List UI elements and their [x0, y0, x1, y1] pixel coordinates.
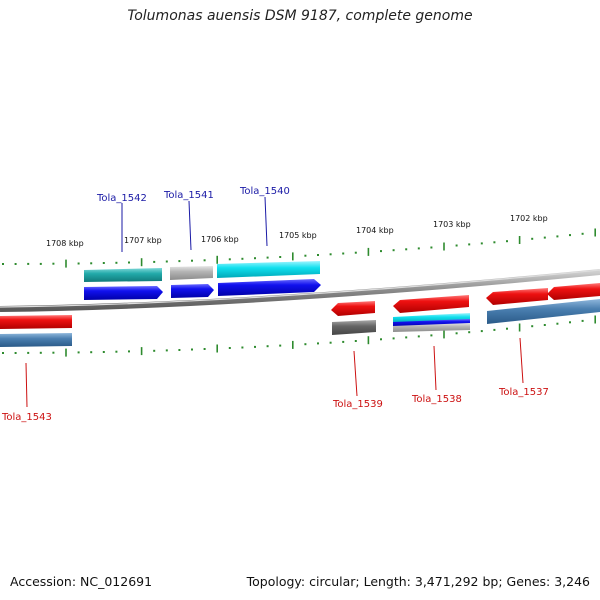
- gene-feature-tola-1543-product[interactable]: [0, 333, 72, 347]
- gene-label-tola-1541[interactable]: Tola_1541: [163, 190, 214, 201]
- scale-label: 1702 kbp: [510, 214, 548, 223]
- gene-feature-tola-1539-product[interactable]: [332, 320, 376, 335]
- gene-arrow-tola-1540[interactable]: [218, 279, 321, 296]
- gene-arrow-tola-1539[interactable]: [331, 301, 375, 316]
- gene-feature-tola-1538-blue[interactable]: [393, 319, 470, 327]
- gene-arrow-tola-1543[interactable]: [0, 315, 72, 329]
- gene-feature-tola-1541-product[interactable]: [170, 266, 213, 280]
- gene-arrow-tola-1538[interactable]: [393, 295, 469, 313]
- scale-ticks-upper: [2, 228, 597, 268]
- scale-label: 1708 kbp: [46, 239, 84, 248]
- accession-text: Accession: NC_012691: [10, 574, 153, 589]
- gene-arrow-tola-1541[interactable]: [171, 284, 214, 298]
- gene-label-tola-1542[interactable]: Tola_1542: [96, 193, 147, 204]
- genome-title: Tolumonas auensis DSM 9187, complete gen…: [127, 8, 473, 24]
- scale-label: 1704 kbp: [356, 226, 394, 235]
- gene-arrow-next[interactable]: [547, 283, 600, 300]
- gene-arrow-tola-1542[interactable]: [84, 286, 163, 300]
- leader-line-tola-1537: [519, 337, 524, 384]
- scale-label: 1707 kbp: [124, 236, 162, 245]
- leader-line-tola-1540: [264, 196, 268, 247]
- gene-feature-tola-1537-product[interactable]: [487, 299, 600, 324]
- gene-label-tola-1538[interactable]: Tola_1538: [411, 394, 462, 405]
- gene-label-tola-1540[interactable]: Tola_1540: [239, 186, 290, 197]
- gene-label-tola-1543[interactable]: Tola_1543: [1, 412, 52, 423]
- genome-summary-text: Topology: circular; Length: 3,471,292 bp…: [246, 574, 590, 589]
- gene-feature-tola-1542-product[interactable]: [84, 268, 162, 282]
- scale-label: 1703 kbp: [433, 220, 471, 229]
- gene-label-tola-1537[interactable]: Tola_1537: [498, 387, 549, 398]
- gene-feature-tola-1540-product[interactable]: [217, 261, 320, 278]
- gene-label-tola-1539[interactable]: Tola_1539: [332, 399, 383, 410]
- backbone-highlight: [0, 269, 600, 308]
- gene-feature-tola-1538-gray[interactable]: [393, 323, 470, 332]
- leader-line-tola-1541: [188, 200, 192, 251]
- scale-label: 1705 kbp: [279, 231, 317, 240]
- genome-backbone: [0, 269, 600, 312]
- leader-line-tola-1538: [433, 345, 437, 391]
- gene-arrow-tola-1537[interactable]: [486, 288, 548, 305]
- scale-label: 1706 kbp: [201, 235, 239, 244]
- leader-line-tola-1543: [25, 362, 28, 408]
- scale-ticks-lower: [2, 315, 597, 357]
- leader-line-tola-1539: [353, 350, 358, 397]
